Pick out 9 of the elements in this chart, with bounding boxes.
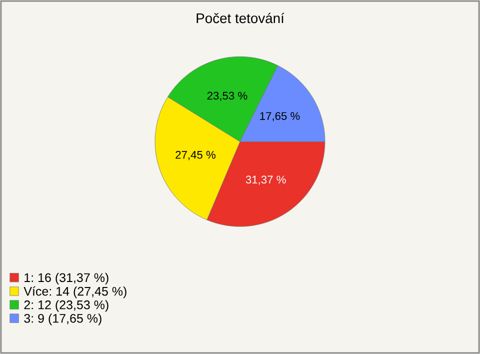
legend-label: Více: 14 (27,45 %): [24, 286, 126, 298]
data-label: 17,65 %: [260, 112, 300, 122]
legend-label: 3: 9 (17,65 %): [24, 314, 102, 326]
legend-label: 2: 12 (23,53 %): [24, 300, 108, 312]
legend-label: 1: 16 (31,37 %): [24, 272, 108, 285]
chart-title: Počet tetování: [196, 12, 284, 24]
data-label: 31,37 %: [246, 176, 286, 185]
data-label: 27,45 %: [176, 150, 216, 160]
data-label: 23,53 %: [207, 92, 248, 101]
